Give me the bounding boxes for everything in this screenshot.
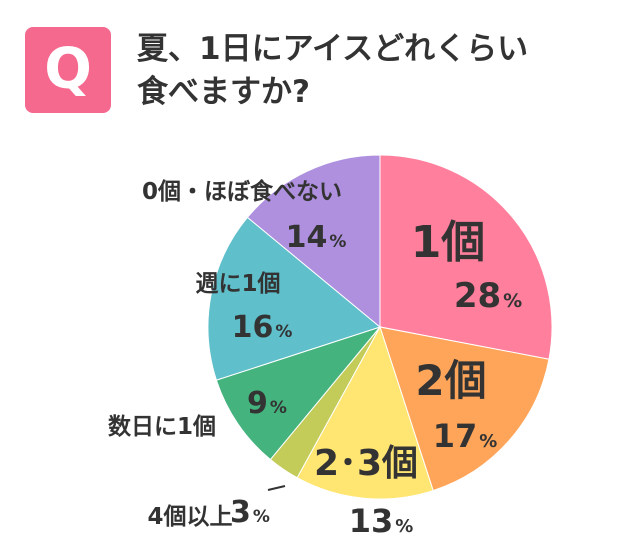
question-badge: Q [25, 27, 111, 113]
slice-label: 1個 [411, 217, 486, 268]
pie-slice [379, 154, 553, 360]
pie-slice [246, 154, 381, 329]
pie-slice [215, 325, 382, 461]
pie-slice [296, 325, 434, 500]
slice-label: 週に1個 [195, 271, 280, 297]
data-label: 3% [230, 495, 270, 530]
question-title-line-2: 食べますか? [137, 74, 310, 110]
data-label: 13% [349, 502, 414, 540]
question-title-line-1: 夏、1日にアイスどれくらい [137, 31, 529, 67]
pie-slice [379, 326, 550, 492]
slice-label: 2個 [415, 356, 486, 405]
data-label: 17% [433, 417, 498, 455]
leader-line [267, 485, 286, 491]
slice-label: 0個・ほぼ食べない [142, 178, 342, 205]
slice-label: 数日に1個 [108, 414, 216, 440]
question-title: 夏、1日にアイスどれくらい 食べますか? [137, 28, 617, 114]
question-badge-letter: Q [44, 37, 92, 102]
slice-label: 2･3個 [314, 443, 418, 484]
pie-slice [207, 216, 382, 381]
slice-label: 4個以上 [147, 504, 232, 530]
